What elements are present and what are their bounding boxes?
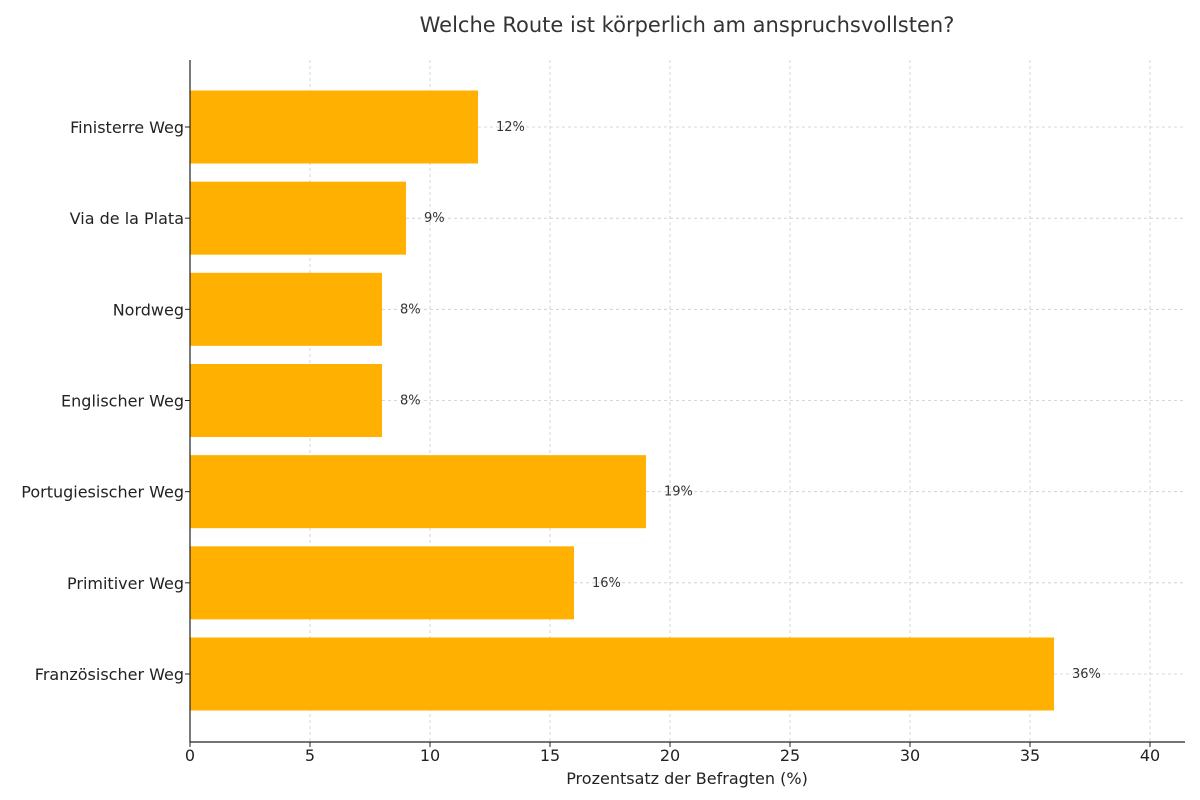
bar	[190, 181, 406, 255]
data-label: 8%	[400, 302, 421, 317]
category-label: Französischer Weg	[35, 665, 184, 684]
x-tick-label: 5	[305, 746, 315, 765]
data-label: 8%	[400, 394, 421, 409]
data-label: 36%	[1072, 667, 1101, 682]
category-label: Englischer Weg	[61, 392, 184, 411]
bar	[190, 364, 382, 437]
x-tick-label: 35	[1020, 746, 1040, 765]
x-tick-label: 30	[900, 746, 920, 765]
x-ticks: 0 5 10 15 20 25 30 35 40	[185, 742, 1160, 765]
category-label: Primitiver Weg	[67, 574, 184, 593]
chart-title: Welche Route ist körperlich am anspruchs…	[420, 13, 955, 37]
category-label: Nordweg	[113, 300, 184, 319]
bar	[190, 546, 574, 620]
bars	[190, 90, 1054, 711]
bar	[190, 455, 646, 529]
x-tick-label: 10	[420, 746, 440, 765]
bar	[190, 90, 478, 164]
data-label: 16%	[592, 576, 621, 591]
bar	[190, 637, 1054, 711]
x-axis-label: Prozentsatz der Befragten (%)	[566, 769, 808, 788]
category-label: Finisterre Weg	[70, 118, 184, 137]
category-label: Via de la Plata	[70, 209, 184, 228]
x-tick-label: 40	[1140, 746, 1160, 765]
x-tick-label: 0	[185, 746, 195, 765]
category-label: Portugiesischer Weg	[21, 483, 184, 502]
data-label: 9%	[424, 211, 445, 226]
x-tick-label: 15	[540, 746, 560, 765]
data-label: 12%	[496, 120, 525, 135]
x-tick-label: 20	[660, 746, 680, 765]
x-tick-label: 25	[780, 746, 800, 765]
value-labels: 12% 9% 8% 8% 19% 16% 36%	[400, 120, 1101, 682]
data-label: 19%	[664, 485, 693, 500]
bar	[190, 272, 382, 346]
y-ticks: Finisterre Weg Via de la Plata Nordweg Engl…	[21, 118, 190, 684]
